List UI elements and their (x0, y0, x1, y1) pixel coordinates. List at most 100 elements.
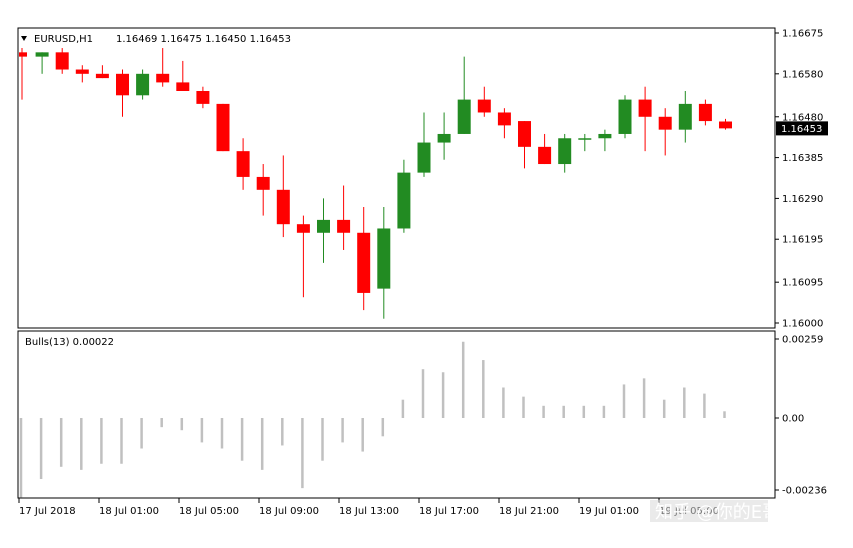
time-tick-label: 19 Jul 01:00 (579, 506, 639, 517)
candle-body (357, 232, 371, 293)
indicator-axis: 0.00259 0.00 -0.00236 (775, 335, 827, 497)
time-tick-label: 18 Jul 17:00 (419, 506, 479, 517)
chart-menu-triangle-icon[interactable] (21, 36, 27, 41)
price-tick-label: 1.16095 (782, 278, 823, 289)
candle-body (719, 121, 732, 129)
candle (719, 118, 732, 130)
price-tag-bg (776, 121, 828, 136)
candle-body (116, 73, 129, 96)
candle-body (196, 91, 210, 104)
price-tick-label: 1.16000 (782, 319, 823, 330)
candle-body (417, 142, 431, 173)
candle-body (156, 73, 170, 83)
candle-body (658, 116, 672, 130)
candle (196, 86, 210, 109)
candle (598, 129, 612, 152)
candle (176, 60, 190, 91)
candle (35, 52, 49, 74)
candles (19, 48, 732, 319)
candle (95, 65, 109, 79)
candle (256, 164, 270, 216)
candle (337, 185, 351, 250)
candle-body (678, 103, 692, 130)
indicator-label: Bulls(13) 0.00022 (25, 337, 114, 348)
candle (377, 207, 391, 319)
indicator-panel (17, 330, 776, 499)
candle-body (136, 73, 150, 96)
candle-body (19, 52, 27, 57)
candle (317, 198, 330, 263)
candle-body (75, 69, 89, 74)
indicator-tick-label: -0.00236 (782, 486, 827, 497)
candle (276, 155, 290, 238)
candle-body (457, 99, 471, 134)
candle-body (176, 82, 190, 91)
candle (698, 99, 712, 126)
candle (538, 133, 552, 165)
candle-body (377, 228, 391, 289)
ohlc-values: 1.16469 1.16475 1.16450 1.16453 (116, 34, 291, 45)
candle (638, 86, 652, 152)
candle-body (497, 112, 511, 126)
candle-body (698, 103, 712, 122)
price-tick-label: 1.16580 (782, 69, 823, 80)
price-tick-label: 1.16480 (782, 112, 823, 123)
time-tick-label: 18 Jul 05:00 (179, 506, 239, 517)
candle-body (477, 99, 491, 113)
current-price-tag: 1.16453 (776, 121, 828, 136)
candle (156, 48, 170, 87)
candle (678, 91, 692, 143)
candle (437, 112, 451, 160)
candle-body (216, 103, 230, 152)
candle (658, 108, 672, 156)
time-tick-label: 18 Jul 13:00 (339, 506, 399, 517)
time-tick-label: 18 Jul 21:00 (499, 506, 559, 517)
candle (236, 138, 250, 190)
candle (618, 95, 632, 139)
candle-body (317, 219, 330, 233)
candle-body (558, 138, 572, 165)
time-axis: 17 Jul 2018 18 Jul 01:00 18 Jul 05:00 18 Ju… (18, 498, 719, 517)
candle-body (95, 73, 109, 79)
price-tick-label: 1.16195 (782, 235, 823, 246)
candle (518, 121, 531, 169)
price-tick-label: 1.16675 (782, 29, 823, 40)
price-tick-label: 1.16290 (782, 194, 823, 205)
price-tag-label: 1.16453 (781, 124, 822, 135)
candle-body (437, 133, 451, 143)
candle-body (55, 52, 69, 70)
bulls-histogram (19, 341, 726, 498)
candle (357, 207, 371, 311)
candle-body (276, 189, 290, 225)
candle (477, 86, 491, 117)
candle (136, 69, 150, 100)
candle (75, 65, 89, 83)
candle (216, 103, 230, 152)
candle (578, 133, 592, 152)
candle (417, 112, 431, 177)
candle-body (35, 52, 49, 57)
indicator-tick-label: 0.00 (782, 414, 804, 425)
candle (457, 56, 471, 134)
price-axis: 1.16675 1.16580 1.16480 1.16385 1.16290 1.161… (775, 29, 823, 330)
candle-body (518, 121, 531, 147)
candle (397, 159, 411, 233)
time-tick-label: 18 Jul 01:00 (99, 506, 159, 517)
watermark-bg (650, 500, 768, 522)
candle-body (578, 138, 592, 140)
candle-body (598, 133, 612, 139)
candle-body (397, 172, 411, 229)
time-tick-label: 17 Jul 2018 (19, 506, 76, 517)
candle-body (638, 99, 652, 117)
candle-body (256, 176, 270, 190)
candle-body (618, 99, 632, 134)
price-panel (17, 27, 776, 329)
candle (558, 133, 572, 173)
time-tick-label: 18 Jul 09:00 (259, 506, 319, 517)
candle-body (296, 224, 310, 233)
symbol-label: EURUSD,H1 (34, 34, 93, 45)
candle (296, 215, 310, 298)
watermark-text: 知乎 @你的E哥 (655, 502, 780, 523)
